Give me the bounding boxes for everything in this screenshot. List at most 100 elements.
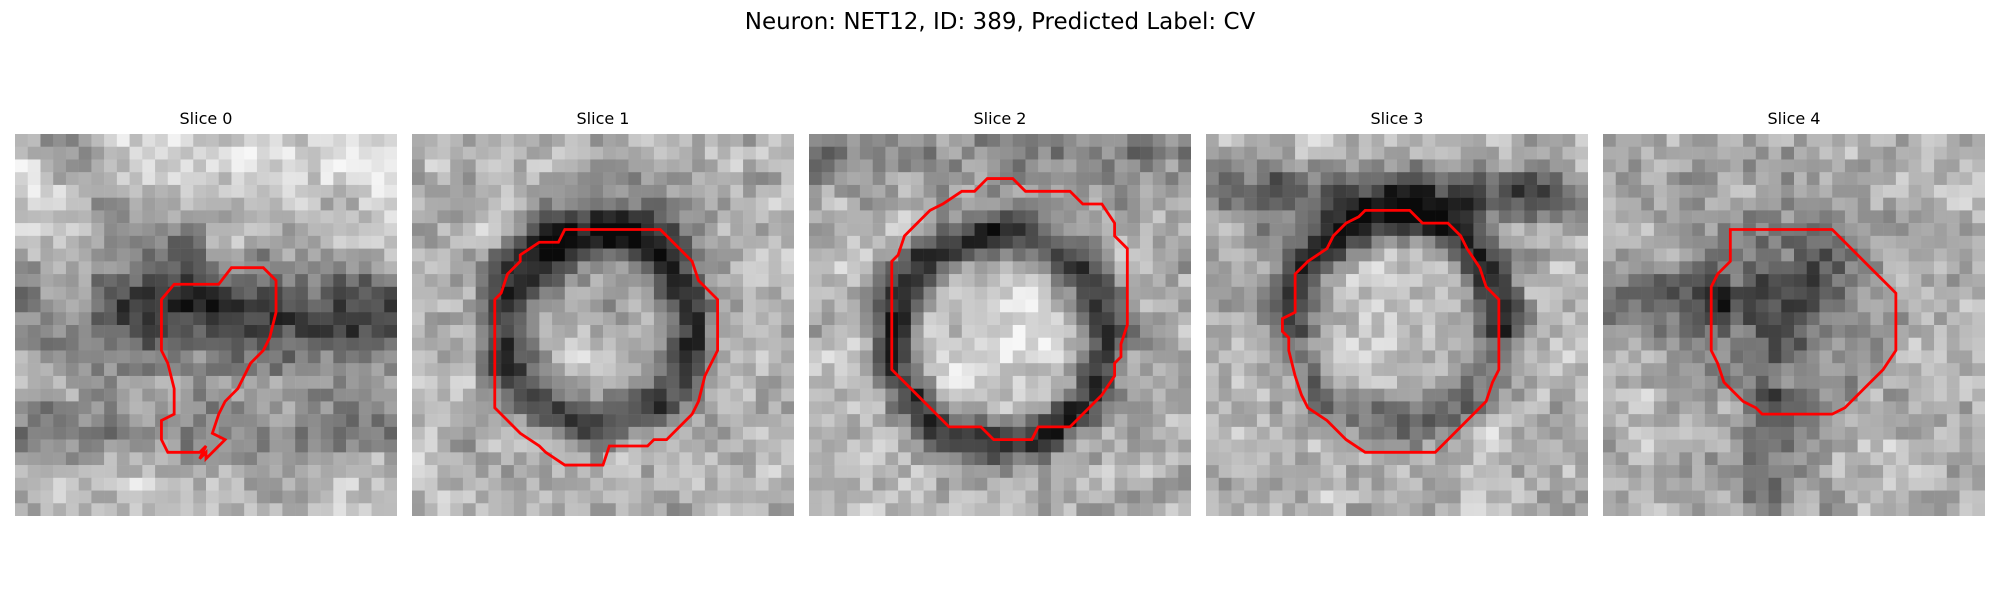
image-pixel bbox=[1358, 363, 1372, 377]
image-pixel bbox=[1140, 223, 1154, 237]
slice-title-1: Slice 1 bbox=[576, 109, 630, 128]
image-pixel bbox=[320, 274, 334, 288]
image-pixel bbox=[552, 388, 566, 402]
image-pixel bbox=[1883, 172, 1897, 186]
image-pixel bbox=[910, 299, 924, 313]
image-pixel bbox=[1870, 134, 1884, 147]
image-pixel bbox=[358, 465, 372, 479]
image-pixel bbox=[15, 184, 28, 198]
image-pixel bbox=[1282, 184, 1296, 198]
image-pixel bbox=[936, 375, 950, 389]
image-pixel bbox=[488, 261, 502, 275]
image-pixel bbox=[1704, 172, 1718, 186]
image-pixel bbox=[1959, 375, 1973, 389]
image-pixel bbox=[666, 388, 680, 402]
image-pixel bbox=[1295, 172, 1309, 186]
image-pixel bbox=[1743, 465, 1757, 479]
image-pixel bbox=[1717, 223, 1731, 237]
image-pixel bbox=[653, 159, 667, 173]
image-pixel bbox=[15, 210, 28, 224]
image-pixel bbox=[1603, 172, 1616, 186]
image-pixel bbox=[781, 134, 794, 147]
image-pixel bbox=[1498, 223, 1512, 237]
image-pixel bbox=[564, 490, 578, 504]
image-pixel bbox=[282, 388, 296, 402]
image-pixel bbox=[1140, 159, 1154, 173]
image-pixel bbox=[1447, 401, 1461, 415]
image-pixel bbox=[1562, 363, 1576, 377]
image-pixel bbox=[269, 146, 283, 160]
image-pixel bbox=[923, 235, 937, 249]
image-pixel bbox=[641, 299, 655, 313]
image-pixel bbox=[1946, 274, 1960, 288]
image-pixel bbox=[987, 235, 1001, 249]
image-pixel bbox=[898, 414, 912, 428]
image-pixel bbox=[1562, 146, 1576, 160]
image-pixel bbox=[1730, 465, 1744, 479]
slice-image-3 bbox=[1206, 134, 1588, 516]
image-pixel bbox=[412, 375, 425, 389]
image-pixel bbox=[1447, 363, 1461, 377]
image-pixel bbox=[15, 477, 28, 491]
image-pixel bbox=[412, 503, 425, 516]
image-pixel bbox=[1870, 197, 1884, 211]
image-pixel bbox=[1781, 210, 1795, 224]
image-pixel bbox=[53, 363, 67, 377]
image-pixel bbox=[1486, 490, 1500, 504]
image-pixel bbox=[834, 235, 848, 249]
image-pixel bbox=[974, 274, 988, 288]
image-pixel bbox=[1422, 134, 1436, 147]
image-pixel bbox=[717, 465, 731, 479]
image-pixel bbox=[590, 235, 604, 249]
image-pixel bbox=[666, 210, 680, 224]
image-pixel bbox=[269, 477, 283, 491]
image-pixel bbox=[1218, 172, 1232, 186]
image-pixel bbox=[1743, 439, 1757, 453]
image-pixel bbox=[679, 286, 693, 300]
image-pixel bbox=[1704, 134, 1718, 147]
image-pixel bbox=[333, 477, 347, 491]
image-pixel bbox=[282, 350, 296, 364]
image-pixel bbox=[590, 325, 604, 338]
image-pixel bbox=[1409, 299, 1423, 313]
image-pixel bbox=[1346, 274, 1360, 288]
image-pixel bbox=[129, 223, 143, 237]
image-pixel bbox=[821, 172, 835, 186]
image-pixel bbox=[1346, 452, 1360, 466]
image-pixel bbox=[155, 375, 169, 389]
image-pixel bbox=[1063, 159, 1077, 173]
image-pixel bbox=[641, 426, 655, 440]
image-pixel bbox=[641, 274, 655, 288]
image-pixel bbox=[1832, 325, 1846, 338]
image-pixel bbox=[1397, 299, 1410, 313]
image-pixel bbox=[755, 210, 769, 224]
image-pixel bbox=[1295, 197, 1309, 211]
image-pixel bbox=[910, 146, 924, 160]
image-pixel bbox=[1934, 159, 1948, 173]
image-pixel bbox=[218, 337, 232, 351]
image-pixel bbox=[437, 286, 451, 300]
image-pixel bbox=[1101, 477, 1115, 491]
image-pixel bbox=[1000, 159, 1013, 173]
image-pixel bbox=[809, 337, 822, 351]
image-pixel bbox=[1755, 388, 1769, 402]
image-pixel bbox=[1628, 235, 1642, 249]
image-pixel bbox=[1231, 375, 1245, 389]
image-pixel bbox=[1101, 172, 1115, 186]
image-pixel bbox=[755, 477, 769, 491]
image-pixel bbox=[1050, 286, 1064, 300]
image-pixel bbox=[1908, 184, 1922, 198]
image-pixel bbox=[1692, 426, 1706, 440]
image-pixel bbox=[539, 477, 553, 491]
image-pixel bbox=[1832, 286, 1846, 300]
image-pixel bbox=[1307, 223, 1321, 237]
image-pixel bbox=[1397, 452, 1410, 466]
image-pixel bbox=[730, 184, 744, 198]
image-pixel bbox=[1435, 452, 1449, 466]
image-pixel bbox=[872, 184, 886, 198]
image-pixel bbox=[1460, 490, 1474, 504]
image-pixel bbox=[384, 375, 397, 389]
image-pixel bbox=[1269, 401, 1283, 415]
image-pixel bbox=[346, 337, 360, 351]
image-pixel bbox=[1165, 223, 1179, 237]
